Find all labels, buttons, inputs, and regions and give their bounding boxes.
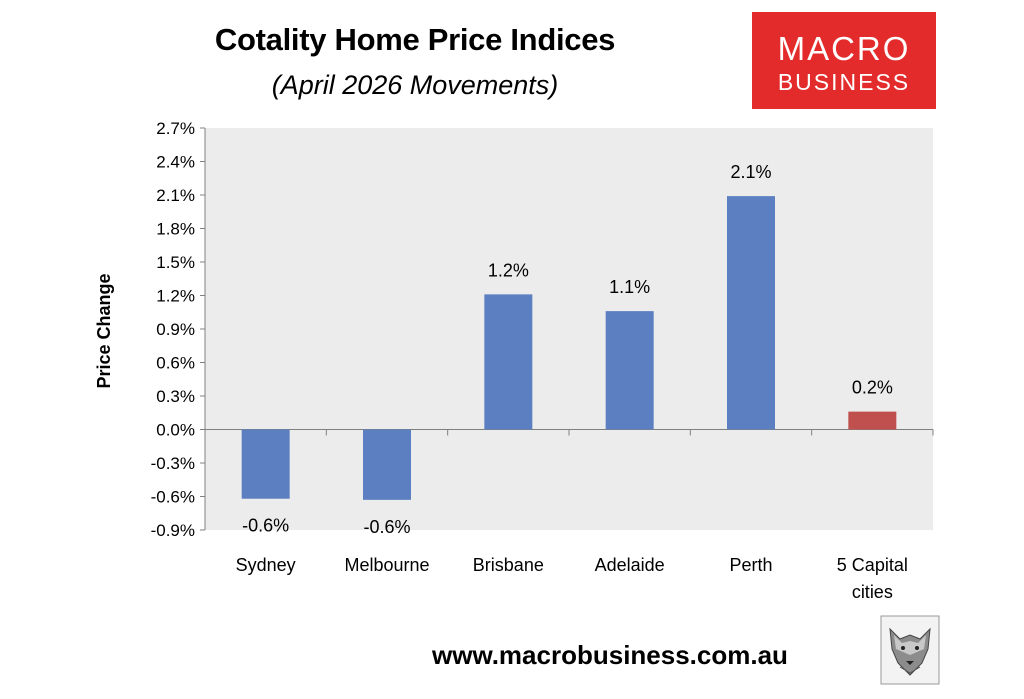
y-tick-label: 1.5%	[156, 253, 195, 272]
x-tick-label: 5 Capital	[837, 555, 908, 575]
y-tick-label: 0.6%	[156, 354, 195, 373]
data-label: 0.2%	[852, 378, 893, 398]
macrobusiness-logo: MACRO BUSINESS	[752, 12, 936, 109]
y-tick-label: 2.4%	[156, 153, 195, 172]
bar	[484, 294, 533, 430]
data-label: 2.1%	[730, 162, 771, 182]
data-label: 1.2%	[488, 260, 529, 280]
bar	[848, 411, 897, 430]
y-tick-label: 0.9%	[156, 320, 195, 339]
bar	[605, 311, 654, 430]
bar	[241, 429, 290, 499]
chart-title: Cotality Home Price Indices	[214, 22, 616, 57]
logo-line-1: MACRO	[777, 30, 911, 67]
y-tick-label: 1.8%	[156, 220, 195, 239]
y-tick-label: 2.1%	[156, 186, 195, 205]
y-tick-label: 1.2%	[156, 287, 195, 306]
data-label: 1.1%	[609, 277, 650, 297]
x-tick-label: Perth	[729, 555, 772, 575]
y-tick-label: -0.9%	[151, 521, 195, 540]
x-tick-label: cities	[852, 582, 893, 602]
y-tick-label: -0.3%	[151, 454, 195, 473]
wolf-head-icon	[880, 615, 940, 685]
x-tick-label: Adelaide	[595, 555, 665, 575]
y-tick-label: 0.0%	[156, 421, 195, 440]
logo-line-2: BUSINESS	[777, 69, 911, 95]
y-tick-label: 2.7%	[156, 119, 195, 138]
x-tick-label: Sydney	[236, 555, 296, 575]
x-tick-label: Melbourne	[344, 555, 429, 575]
bar	[363, 429, 411, 500]
y-tick-label: -0.6%	[151, 488, 195, 507]
chart-subtitle: (April 2026 Movements)	[271, 70, 559, 100]
x-tick-label: Brisbane	[473, 555, 544, 575]
bar	[727, 196, 775, 430]
y-axis-title: Price Change	[94, 273, 114, 388]
data-label: -0.6%	[242, 516, 289, 536]
plot-area	[205, 128, 933, 530]
footer-url: www.macrobusiness.com.au	[432, 640, 788, 670]
data-label: -0.6%	[363, 517, 410, 537]
y-tick-label: 0.3%	[156, 387, 195, 406]
